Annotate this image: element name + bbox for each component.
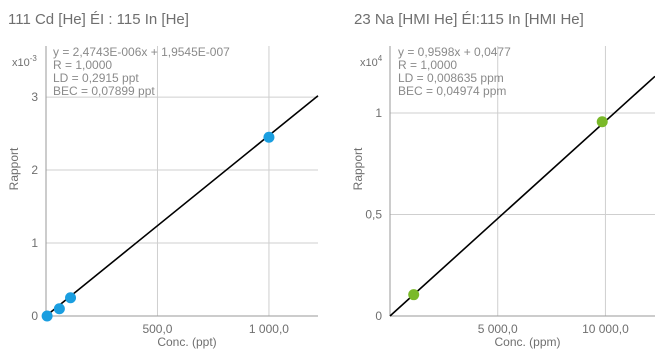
chart-panel-na: 23 Na [HMI He] ÉI:115 In [HMI He] 5 000,… <box>340 0 655 357</box>
x-axis-label: Conc. (ppt) <box>157 335 216 349</box>
fit-annotation: LD = 0,008635 ppm <box>398 71 504 85</box>
x-tick-label: 5 000,0 <box>478 322 518 336</box>
y-axis-label: Rapport <box>351 147 365 190</box>
fit-annotation: R = 1,0000 <box>53 58 112 72</box>
y-tick-label: 0 <box>31 309 38 323</box>
x-axis-label: Conc. (ppm) <box>494 335 560 349</box>
y-tick-label: 1 <box>31 236 38 250</box>
chart-na: 5 000,0 10 000,0 0 0,5 1 Conc. (ppm) Rapport x1… <box>351 45 655 349</box>
y-tick-label: 3 <box>31 90 38 104</box>
data-point <box>65 292 77 304</box>
fit-annotation: BEC = 0,04974 ppm <box>398 84 506 98</box>
chart-cd: 500,0 1 000,0 0 1 2 3 Conc. (ppt) Rapport x10-3 y… <box>7 45 319 349</box>
data-point <box>408 289 420 301</box>
y-axis-label: Rapport <box>7 147 21 190</box>
x-tick-label: 10 000,0 <box>582 322 629 336</box>
regression-line <box>389 75 655 317</box>
fit-annotation: BEC = 0,07899 ppt <box>53 84 155 98</box>
y-tick-label: 0,5 <box>365 207 382 221</box>
y-tick-label: 0 <box>375 309 382 323</box>
x-tick-label: 1 000,0 <box>249 322 289 336</box>
y-multiplier-label: x104 <box>360 54 383 69</box>
data-point <box>263 131 275 143</box>
y-tick-label: 1 <box>375 106 382 120</box>
chart-title: 23 Na [HMI He] ÉI:115 In [HMI He] <box>354 11 584 28</box>
fit-annotation: LD = 0,2915 ppt <box>53 71 139 85</box>
fit-annotation: y = 0,9598x + 0,0477 <box>398 45 511 59</box>
data-point <box>41 310 53 322</box>
y-multiplier-label: x10-3 <box>12 54 37 69</box>
data-point <box>596 116 608 128</box>
y-tick-label: 2 <box>31 163 38 177</box>
data-point <box>53 303 65 315</box>
chart-panel-cd: 111 Cd [He] ÉI : 115 In [He] 500,0 1 000,… <box>7 11 319 349</box>
fit-annotation: y = 2,4743E-006x + 1,9545E-007 <box>53 45 230 59</box>
chart-title: 111 Cd [He] ÉI : 115 In [He] <box>8 11 189 28</box>
regression-line <box>45 95 319 317</box>
fit-annotation: R = 1,0000 <box>398 58 457 72</box>
x-tick-label: 500,0 <box>142 322 172 336</box>
